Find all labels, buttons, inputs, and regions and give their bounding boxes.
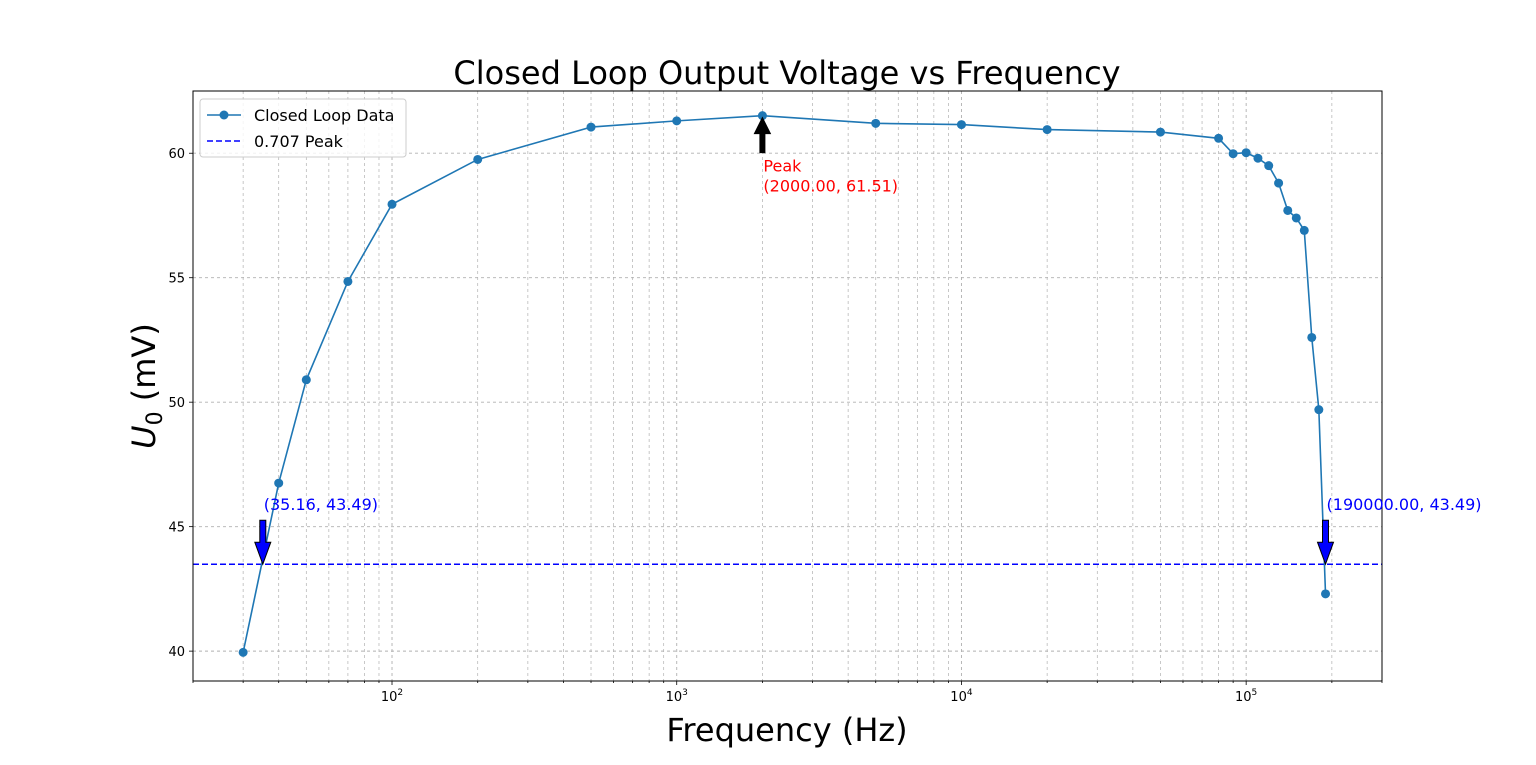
- annotations: Peak (2000.00, 61.51) (35.16, 43.49) (19000…: [254, 116, 1482, 566]
- y-axis-label: U0 (mV): [125, 323, 168, 449]
- data-point: [1274, 178, 1284, 188]
- chart-title: Closed Loop Output Voltage vs Frequency: [453, 54, 1120, 92]
- legend: Closed Loop Data 0.707 Peak: [199, 98, 407, 158]
- data-point: [956, 120, 966, 130]
- annotation-label: (190000.00, 43.49): [1327, 495, 1482, 514]
- x-axis-label: Frequency (Hz): [666, 711, 907, 749]
- data-point: [672, 116, 682, 126]
- y-tick-label: 55: [168, 272, 185, 287]
- data-point: [473, 154, 483, 164]
- data-point: [1253, 153, 1263, 163]
- y-tick-label: 40: [168, 645, 185, 660]
- data-point: [1241, 148, 1251, 158]
- data-point: [274, 478, 284, 488]
- data-point: [1214, 133, 1224, 143]
- data-point: [1307, 332, 1317, 342]
- data-point: [1264, 161, 1274, 171]
- x-tick-label: 104: [950, 688, 973, 705]
- y-axis-ticks: 40 45 50 55 60: [168, 147, 193, 660]
- y-tick-label: 50: [168, 396, 185, 411]
- annotation-arrow: [254, 519, 272, 566]
- legend-label-reference: 0.707 Peak: [254, 132, 344, 151]
- x-tick-label: 103: [666, 688, 688, 705]
- data-point: [1291, 213, 1301, 223]
- legend-label-series: Closed Loop Data: [254, 106, 394, 125]
- data-point: [1299, 225, 1309, 235]
- y-tick-label: 45: [168, 521, 185, 536]
- series-layer: [238, 111, 1331, 657]
- x-tick-label: 102: [381, 688, 403, 705]
- data-point: [757, 111, 767, 121]
- annotation-arrow: [753, 116, 772, 154]
- plot-frame: [192, 90, 1383, 682]
- x-tick-label: 105: [1235, 688, 1257, 705]
- annotation-arrow: [1316, 519, 1335, 566]
- annotation-label: (35.16, 43.49): [264, 495, 378, 514]
- y-tick-label: 60: [168, 147, 185, 162]
- x-axis-ticks: 102 103 104 105: [192, 681, 1383, 705]
- data-point: [343, 276, 353, 286]
- data-point: [1155, 127, 1165, 137]
- data-point: [238, 647, 248, 657]
- data-point: [586, 122, 596, 132]
- data-point: [1283, 205, 1293, 215]
- data-point: [1228, 149, 1238, 159]
- legend-marker-series: [219, 110, 229, 120]
- data-point: [871, 118, 881, 128]
- data-point: [387, 199, 397, 209]
- grid-lines: [192, 91, 1383, 681]
- annotation-label: Peak (2000.00, 61.51): [763, 157, 898, 196]
- series-line: [242, 114, 1327, 653]
- data-point: [1314, 405, 1324, 415]
- data-point: [1321, 589, 1331, 599]
- legend-box: [199, 98, 407, 158]
- data-point: [301, 375, 311, 385]
- data-point: [1042, 125, 1052, 135]
